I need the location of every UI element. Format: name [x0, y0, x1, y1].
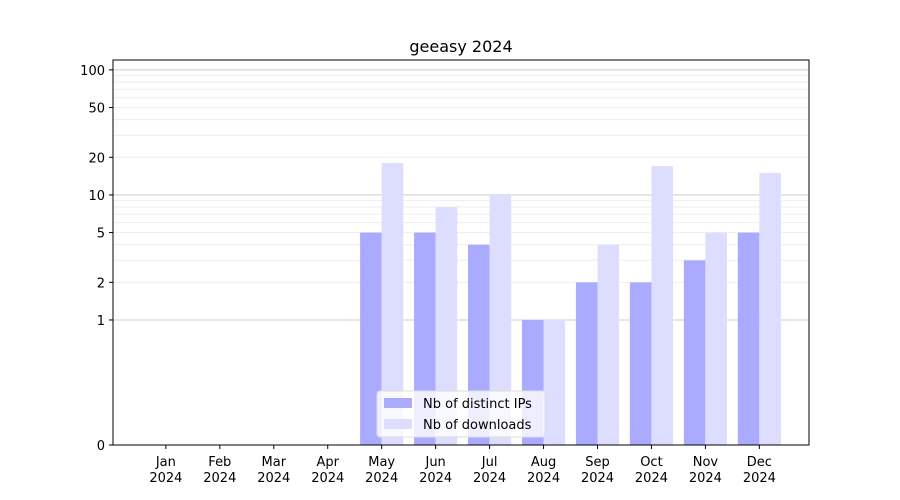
y-tick-label: 50 [88, 102, 105, 117]
bar-downloads [705, 232, 727, 445]
y-tick-label: 20 [88, 151, 105, 166]
y-tick-label: 10 [88, 189, 105, 204]
legend-swatch-ips [384, 398, 412, 408]
x-tick-label-month: Mar [262, 455, 287, 470]
x-tick-label-month: Oct [640, 455, 662, 470]
y-tick-label: 0 [97, 439, 105, 454]
bar-ips [360, 232, 382, 445]
y-tick-label: 100 [80, 64, 105, 79]
plot-frame [112, 59, 810, 446]
x-axis: Jan2024Feb2024Mar2024Apr2024May2024Jun20… [149, 445, 776, 486]
bar-ips [575, 282, 598, 445]
x-tick-label-month: Jan [155, 455, 176, 470]
x-tick-label-month: Sep [585, 455, 610, 470]
legend-swatch-downloads [384, 419, 412, 429]
bar-downloads [381, 163, 404, 445]
x-tick-label-year: 2024 [527, 471, 560, 486]
x-tick-label-year: 2024 [311, 471, 344, 486]
x-tick-label-month: May [368, 455, 395, 470]
x-tick-label-month: Dec [747, 455, 772, 470]
x-tick-label-year: 2024 [473, 471, 506, 486]
bar-downloads [435, 207, 458, 445]
x-tick-label-month: Jul [481, 455, 498, 470]
y-tick-label: 2 [97, 276, 105, 291]
x-tick-label-year: 2024 [257, 471, 290, 486]
bar-downloads [489, 194, 512, 445]
x-tick-label-year: 2024 [581, 471, 614, 486]
x-tick-label-year: 2024 [149, 471, 182, 486]
bar-ips [683, 260, 706, 445]
bar-downloads [759, 172, 781, 446]
legend-label-downloads: Nb of downloads [423, 418, 532, 433]
x-tick-label-year: 2024 [365, 471, 398, 486]
legend-box [376, 390, 546, 438]
y-axis: 0 1 2 5 10 20 50 100 [80, 64, 113, 454]
x-tick-label-year: 2024 [743, 471, 776, 486]
legend-label-ips: Nb of distinct IPs [423, 397, 532, 412]
bar-ips [737, 232, 760, 445]
x-tick-label-year: 2024 [689, 471, 722, 486]
x-tick-label-year: 2024 [419, 471, 452, 486]
chart-title: geeasy 2024 [409, 37, 512, 56]
legend: Nb of distinct IPs Nb of downloads [376, 390, 546, 438]
x-tick-label-month: Aug [531, 455, 556, 470]
x-tick-label-month: Feb [208, 455, 231, 470]
y-tick-label: 1 [97, 314, 105, 329]
y-tick-label: 5 [97, 227, 105, 242]
x-tick-label-year: 2024 [635, 471, 668, 486]
x-tick-label-month: Nov [693, 455, 719, 470]
bar-downloads [543, 319, 566, 445]
bar-ips [629, 282, 652, 445]
bar-downloads [597, 244, 620, 445]
grid-lines [113, 69, 809, 321]
x-tick-label-year: 2024 [203, 471, 236, 486]
bar-downloads [651, 166, 674, 445]
x-tick-label-month: Apr [316, 455, 339, 470]
x-tick-label-month: Jun [424, 455, 445, 470]
